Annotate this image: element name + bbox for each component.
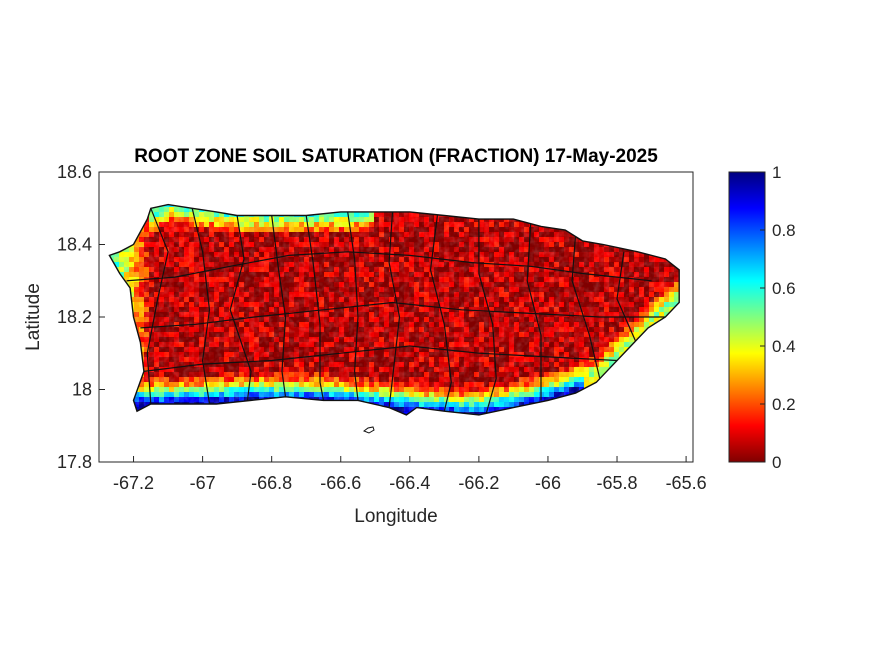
soil-saturation-map-figure: -67.2 -67 -66.8 -66.6 -66.4 -66.2 -66 -65.8 -65.… bbox=[23, 146, 796, 527]
